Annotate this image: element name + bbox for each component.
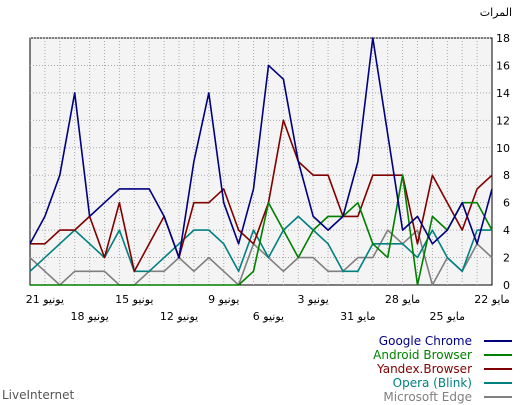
series-line (29, 215, 492, 273)
x-tick-label: 6 يونيو (253, 310, 284, 323)
x-tick-label: 3 يونيو (298, 293, 329, 306)
y-tick-label: 8 (503, 169, 510, 182)
x-tick-label: 22 مايو (474, 293, 510, 306)
x-tick-label: 9 يونيو (208, 293, 239, 306)
y-tick-label: 4 (503, 224, 510, 237)
y-tick-label: 0 (503, 279, 510, 292)
x-tick-label: 18 يونيو (70, 310, 108, 323)
y-tick-label: 16 (496, 59, 510, 72)
grid-lines (30, 37, 492, 285)
y-tick-label: 18 (496, 32, 510, 45)
legend-label: Google Chrome (379, 334, 472, 348)
x-tick-label: 25 مايو (430, 310, 466, 323)
y-tick-label: 6 (503, 197, 510, 210)
series-line (30, 174, 493, 286)
legend-label: Microsoft Edge (383, 390, 472, 404)
brand-label: LiveInternet (2, 388, 74, 402)
y-tick-label: 10 (496, 142, 510, 155)
y-axis-ticks: 0 2 4 6 8 10 12 14 16 18 (496, 32, 510, 292)
chart-title: المرات (480, 6, 512, 19)
legend-label: Opera (Blink) (393, 376, 472, 390)
y-tick-label: 12 (496, 114, 510, 127)
x-axis-ticks: 22 مايو 28 مايو 3 يونيو 9 يونيو 15 يونيو 21 ي… (26, 293, 510, 323)
x-tick-label: 28 مايو (385, 293, 421, 306)
x-tick-label: 31 مايو (340, 310, 376, 323)
y-tick-label: 14 (496, 87, 510, 100)
x-tick-label: 21 يونيو (26, 293, 64, 306)
x-tick-label: 12 يونيو (160, 310, 198, 323)
series-line (29, 37, 493, 259)
x-tick-label: 15 يونيو (115, 293, 153, 306)
legend-label: Yandex.Browser (376, 362, 472, 376)
y-tick-label: 2 (503, 252, 510, 265)
series-lines (29, 37, 493, 286)
series-line (30, 119, 493, 273)
legend-label: Android Browser (373, 348, 472, 362)
